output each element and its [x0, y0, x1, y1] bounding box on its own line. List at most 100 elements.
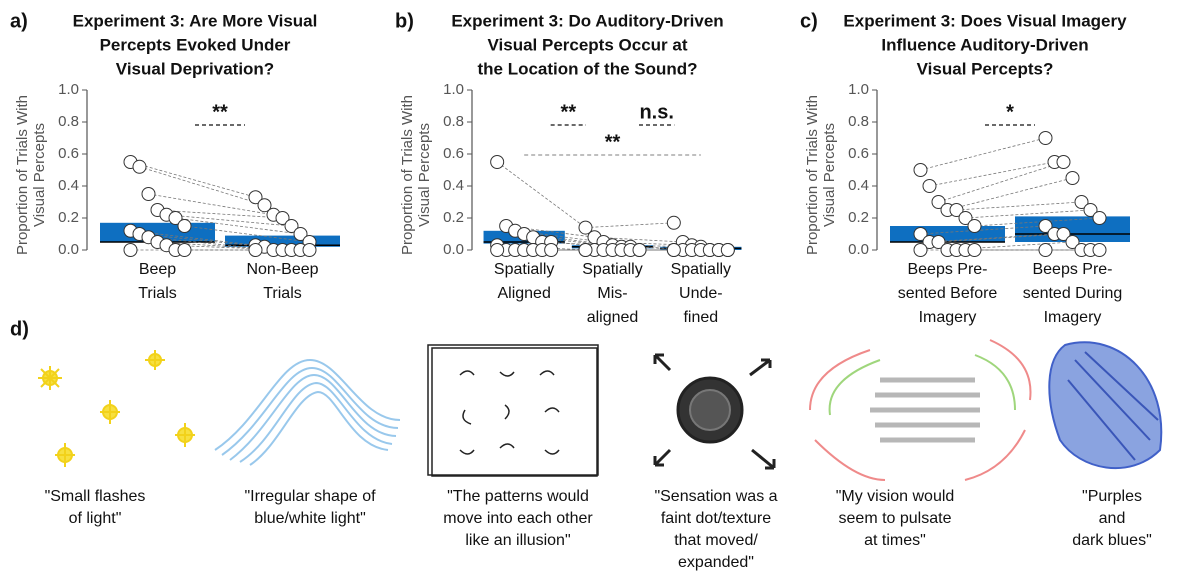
x-tick-label: Spatially [494, 261, 554, 278]
data-point [1093, 212, 1106, 225]
data-point [968, 220, 981, 233]
drawing-blues [1049, 342, 1161, 468]
x-tick-label: Trials [263, 285, 302, 302]
y-tick-label: 0.8 [58, 113, 79, 130]
data-point [178, 220, 191, 233]
significance-label: ** [212, 101, 228, 123]
y-tick-label: 0.8 [848, 113, 869, 130]
pair-line [930, 162, 1055, 186]
panel-label: c) [800, 10, 818, 32]
caption: move into each other [443, 510, 593, 527]
y-tick-label: 0.4 [443, 177, 464, 194]
data-point [579, 244, 592, 257]
chart: b) Experiment 3: Do Auditory-Driven Visual… [395, 10, 741, 326]
y-axis-label: Visual Percepts [416, 123, 433, 227]
significance-label: n.s. [639, 101, 673, 123]
caption: faint dot/texture [661, 510, 771, 527]
pair-line [140, 167, 265, 205]
chart-title: Percepts Evoked Under [100, 35, 291, 54]
data-point [923, 180, 936, 193]
caption: "My vision would [836, 488, 955, 505]
data-point [545, 244, 558, 257]
chart: c) Experiment 3: Does Visual Imagery Influ… [800, 10, 1130, 326]
drawing-pulsate [810, 340, 1031, 480]
caption: and [1099, 510, 1126, 527]
chart-title: Visual Percepts? [917, 59, 1054, 78]
y-axis-label: Proportion of Trials With [804, 95, 821, 255]
chart-title: Experiment 3: Does Visual Imagery [843, 11, 1127, 30]
data-point [1057, 156, 1070, 169]
x-tick-label: fined [683, 309, 718, 326]
data-point [491, 244, 504, 257]
y-tick-label: 0.2 [848, 209, 869, 226]
drawing-patterns [428, 345, 598, 476]
y-axis-label: Proportion of Trials With [14, 95, 31, 255]
x-tick-label: Imagery [919, 309, 977, 326]
figure: d) a)Experiment 3: Are More VisualPercep… [0, 0, 1181, 586]
panel-label: b) [395, 10, 414, 32]
x-tick-label: Beeps Pre- [907, 261, 987, 278]
data-point [249, 244, 262, 257]
data-point [1039, 244, 1052, 257]
y-tick-label: 1.0 [848, 81, 869, 98]
chart-title: Visual Deprivation? [116, 59, 274, 78]
caption: "Purples [1082, 488, 1142, 505]
drawing-flashes [38, 350, 195, 467]
caption: "Small flashes [45, 488, 146, 505]
x-tick-label: sented During [1023, 285, 1123, 302]
data-point [667, 244, 680, 257]
pair-line [921, 138, 1046, 170]
y-axis-label: Visual Percepts [821, 123, 838, 227]
data-point [667, 216, 680, 229]
y-tick-label: 0.6 [848, 145, 869, 162]
caption: like an illusion" [465, 532, 570, 549]
data-point [124, 244, 137, 257]
chart-title: Influence Auditory-Driven [881, 35, 1088, 54]
caption: "Sensation was a [654, 488, 777, 505]
caption: blue/white light" [254, 510, 366, 527]
y-tick-label: 1.0 [58, 81, 79, 98]
x-tick-label: Beep [139, 261, 176, 278]
x-tick-label: Unde- [679, 285, 723, 302]
data-point [1066, 172, 1079, 185]
data-point [1039, 132, 1052, 145]
significance-label: * [1006, 101, 1014, 123]
data-point [721, 244, 734, 257]
data-point [914, 244, 927, 257]
y-tick-label: 0.2 [58, 209, 79, 226]
data-point [142, 188, 155, 201]
data-point [491, 156, 504, 169]
drawing-dot [655, 355, 774, 468]
drawing-arc [215, 360, 400, 465]
data-point [178, 244, 191, 257]
caption: dark blues" [1072, 532, 1152, 549]
x-tick-label: Aligned [497, 285, 550, 302]
y-tick-label: 0.4 [848, 177, 869, 194]
x-tick-label: Imagery [1044, 309, 1102, 326]
y-tick-label: 0.0 [443, 241, 464, 258]
y-tick-label: 0.0 [58, 241, 79, 258]
data-point [968, 244, 981, 257]
y-tick-label: 0.8 [443, 113, 464, 130]
caption: that moved/ [674, 532, 758, 549]
pair-line [948, 178, 1073, 210]
x-tick-label: Spatially [671, 261, 731, 278]
chart-title: Experiment 3: Do Auditory-Driven [451, 11, 723, 30]
caption: "Irregular shape of [244, 488, 376, 505]
caption: expanded" [678, 554, 754, 571]
panel-label: d) [10, 318, 29, 340]
box [890, 226, 1005, 242]
x-tick-label: Spatially [582, 261, 642, 278]
y-tick-label: 1.0 [443, 81, 464, 98]
x-tick-label: Mis- [597, 285, 627, 302]
caption: seem to pulsate [839, 510, 952, 527]
pair-line [957, 202, 1082, 210]
chart: a)Experiment 3: Are More VisualPercepts … [10, 10, 340, 302]
y-tick-label: 0.6 [58, 145, 79, 162]
x-tick-label: aligned [587, 309, 639, 326]
data-point [133, 160, 146, 173]
y-tick-label: 0.2 [443, 209, 464, 226]
x-tick-label: Non-Beep [246, 261, 318, 278]
x-tick-label: sented Before [898, 285, 998, 302]
data-point [633, 244, 646, 257]
